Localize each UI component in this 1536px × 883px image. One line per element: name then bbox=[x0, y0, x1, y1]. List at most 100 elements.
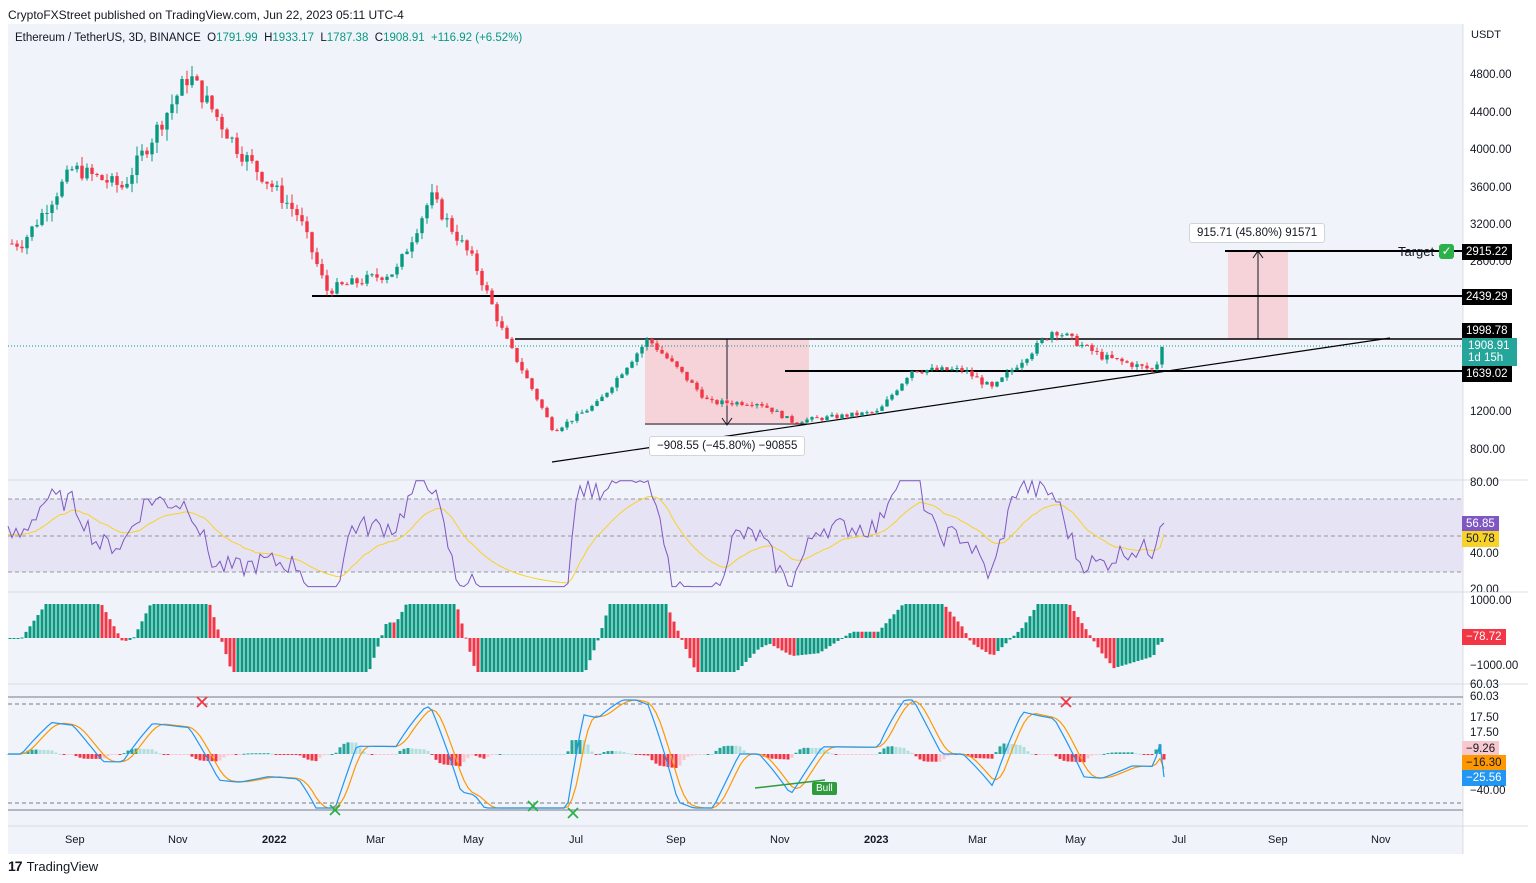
candle-body bbox=[1110, 354, 1114, 358]
candle-body bbox=[845, 414, 849, 417]
macd-bar bbox=[572, 638, 576, 672]
candle-body bbox=[770, 407, 774, 412]
wt-bar bbox=[714, 750, 718, 754]
candle-body bbox=[1070, 333, 1074, 336]
macd-bar bbox=[820, 638, 824, 652]
macd-bar bbox=[220, 638, 224, 642]
wt-hist-tag: −9.26 bbox=[1462, 741, 1500, 757]
candle-body bbox=[130, 175, 134, 184]
wt-bar bbox=[890, 746, 894, 754]
wt-bar bbox=[626, 753, 630, 755]
candle-body bbox=[735, 402, 739, 405]
candle-body bbox=[540, 399, 544, 408]
candle-body bbox=[360, 283, 364, 285]
wt-bar bbox=[690, 754, 694, 756]
wt-bar bbox=[178, 754, 182, 755]
macd-bar bbox=[304, 638, 308, 672]
macd-bar bbox=[1136, 638, 1140, 661]
candle-body bbox=[175, 95, 179, 105]
macd-bar bbox=[580, 638, 584, 672]
wt-bar bbox=[902, 747, 906, 754]
wt-bar bbox=[514, 754, 518, 755]
macd-bar bbox=[700, 638, 704, 672]
x-tick: Sep bbox=[666, 834, 686, 846]
candle-body bbox=[465, 240, 469, 251]
macd-bar bbox=[516, 638, 520, 672]
candle-body bbox=[1105, 354, 1109, 360]
macd-tick: −1000.00 bbox=[1470, 660, 1519, 672]
wt-bar bbox=[302, 754, 306, 758]
candle-body bbox=[510, 338, 514, 348]
macd-bar bbox=[440, 604, 444, 638]
footer-brand[interactable]: 17 TradingView bbox=[8, 858, 98, 874]
macd-bar bbox=[532, 638, 536, 672]
macd-bar bbox=[396, 619, 400, 638]
wt-bar bbox=[418, 749, 422, 754]
macd-bar bbox=[44, 604, 48, 638]
wt-bar bbox=[678, 754, 682, 766]
macd-bar bbox=[148, 605, 152, 638]
price-tick: 4400.00 bbox=[1470, 107, 1512, 119]
currency-label: USDT bbox=[1471, 29, 1501, 41]
macd-bar bbox=[968, 638, 972, 641]
macd-bar bbox=[1052, 604, 1056, 638]
candle-body bbox=[30, 226, 34, 237]
macd-bar bbox=[564, 638, 568, 672]
low-value: 1787.38 bbox=[326, 32, 369, 44]
candle-body bbox=[225, 129, 229, 139]
macd-bar bbox=[408, 604, 412, 638]
macd-bar bbox=[120, 638, 124, 641]
wt-bar bbox=[1018, 745, 1022, 754]
macd-bar bbox=[732, 638, 736, 672]
candle-body bbox=[165, 112, 169, 130]
wt-bar bbox=[94, 754, 98, 759]
wt-bar bbox=[130, 749, 134, 754]
macd-bar bbox=[40, 609, 44, 638]
candle-body bbox=[800, 422, 804, 424]
macd-bar bbox=[904, 604, 908, 638]
wt-bar bbox=[666, 754, 670, 767]
wt-bar bbox=[402, 748, 406, 754]
macd-bar bbox=[88, 604, 92, 638]
wt-bar bbox=[1078, 754, 1082, 763]
wt-bar bbox=[1022, 746, 1026, 754]
candle-body bbox=[125, 183, 129, 188]
macd-bar bbox=[472, 638, 476, 666]
candle-body bbox=[935, 367, 939, 371]
wt-bar bbox=[42, 749, 46, 754]
wt-bar bbox=[1046, 754, 1050, 755]
wt-bar bbox=[246, 753, 250, 755]
macd-bar bbox=[288, 638, 292, 672]
macd-bar bbox=[1096, 638, 1100, 648]
wt-bar bbox=[158, 753, 162, 755]
wt-bar bbox=[922, 754, 926, 762]
macd-bar bbox=[1020, 628, 1024, 638]
bull-divergence-line bbox=[754, 779, 826, 789]
x-tick: 2023 bbox=[864, 834, 889, 846]
candle-body bbox=[110, 176, 114, 183]
wt-bar bbox=[262, 753, 266, 755]
macd-bar bbox=[28, 626, 32, 638]
candle-body bbox=[1090, 345, 1094, 351]
macd-bar bbox=[920, 604, 924, 638]
wt-bar bbox=[1158, 744, 1162, 754]
wt-bar bbox=[502, 754, 506, 755]
macd-bar bbox=[892, 614, 896, 638]
macd-bar bbox=[228, 638, 232, 667]
candle-body bbox=[545, 407, 549, 418]
wt-bar bbox=[306, 754, 310, 760]
macd-bar bbox=[668, 612, 672, 638]
support-price-tag: 1639.02 bbox=[1462, 366, 1512, 382]
wt-bar bbox=[154, 751, 158, 754]
change-value: +116.92 (+6.52%) bbox=[431, 32, 523, 44]
wt-bar bbox=[906, 750, 910, 754]
candle-body bbox=[675, 361, 679, 367]
macd-bar bbox=[852, 631, 856, 638]
macd-value-tag: −78.72 bbox=[1462, 629, 1506, 645]
candle-body bbox=[940, 367, 944, 371]
candle-body bbox=[705, 397, 709, 400]
macd-bar bbox=[284, 638, 288, 672]
macd-bar bbox=[100, 605, 104, 638]
macd-bar bbox=[676, 630, 680, 638]
macd-bar bbox=[736, 638, 740, 671]
